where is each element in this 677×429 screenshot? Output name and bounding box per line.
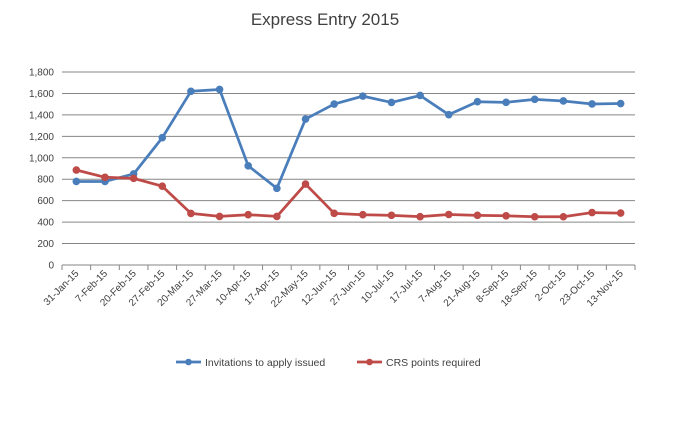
y-tick-label: 400: [37, 218, 54, 229]
data-point-crs-points-required: [502, 211, 510, 220]
data-point-invitations-to-apply-issued: [187, 87, 195, 96]
data-point-crs-points-required: [330, 209, 338, 218]
data-point-invitations-to-apply-issued: [215, 85, 224, 94]
legend-swatch-marker: [366, 358, 373, 366]
data-point-invitations-to-apply-issued: [72, 177, 81, 186]
legend-swatch-marker: [185, 358, 192, 366]
data-point-invitations-to-apply-issued: [359, 92, 367, 100]
data-point-crs-points-required: [559, 212, 568, 221]
data-point-invitations-to-apply-issued: [158, 133, 167, 142]
data-point-crs-points-required: [72, 166, 81, 174]
x-tick-label: 31-Jan-15: [42, 268, 82, 308]
legend-label: CRS points required: [386, 357, 481, 369]
y-tick-label: 0: [48, 261, 54, 272]
y-tick-label: 800: [37, 175, 54, 186]
series-line-invitations-to-apply-issued: [76, 88, 621, 190]
data-point-crs-points-required: [416, 212, 424, 221]
data-point-crs-points-required: [273, 212, 281, 221]
y-tick-label: 1,400: [29, 110, 54, 121]
data-point-crs-points-required: [244, 210, 253, 219]
data-point-invitations-to-apply-issued: [530, 95, 539, 104]
data-point-crs-points-required: [301, 180, 310, 188]
data-point-invitations-to-apply-issued: [301, 115, 310, 123]
data-point-invitations-to-apply-issued: [444, 110, 453, 119]
data-point-crs-points-required: [473, 211, 482, 220]
data-point-invitations-to-apply-issued: [330, 100, 338, 108]
data-point-invitations-to-apply-issued: [416, 91, 424, 100]
series-lines: [72, 85, 625, 221]
data-point-invitations-to-apply-issued: [588, 100, 596, 108]
data-point-crs-points-required: [530, 212, 539, 221]
y-tick-label: 600: [37, 196, 54, 207]
data-point-invitations-to-apply-issued: [616, 99, 625, 108]
data-point-invitations-to-apply-issued: [559, 97, 568, 105]
y-tick-label: 1,000: [29, 153, 54, 164]
data-point-crs-points-required: [101, 173, 109, 182]
legend: Invitations to apply issued CRS points re…: [176, 357, 481, 369]
data-point-crs-points-required: [359, 210, 367, 219]
legend-label: Invitations to apply issued: [205, 357, 325, 369]
data-point-crs-points-required: [387, 211, 396, 220]
data-point-crs-points-required: [588, 208, 596, 217]
y-tick-label: 200: [37, 239, 54, 250]
data-point-invitations-to-apply-issued: [244, 162, 253, 170]
series-line-crs-points-required: [75, 168, 621, 219]
data-point-crs-points-required: [129, 174, 138, 183]
data-point-crs-points-required: [158, 182, 167, 190]
data-point-crs-points-required: [616, 209, 625, 217]
data-point-invitations-to-apply-issued: [473, 97, 482, 106]
gridlines: [62, 71, 635, 266]
chart-title: Express Entry 2015: [251, 10, 399, 29]
y-tick-label: 1,800: [29, 68, 54, 79]
y-tick-label: 1,200: [29, 132, 54, 143]
data-point-crs-points-required: [187, 209, 195, 218]
data-point-invitations-to-apply-issued: [387, 98, 396, 107]
data-point-invitations-to-apply-issued: [502, 98, 510, 107]
data-point-crs-points-required: [215, 212, 224, 221]
data-point-crs-points-required: [444, 210, 453, 219]
y-tick-label: 1,600: [29, 89, 54, 100]
data-point-invitations-to-apply-issued: [273, 184, 281, 193]
